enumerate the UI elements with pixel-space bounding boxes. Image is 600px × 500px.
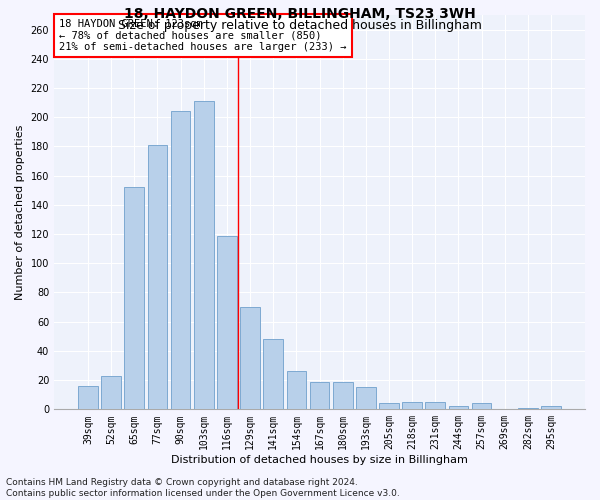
Bar xyxy=(78,386,98,409)
Text: 18, HAYDON GREEN, BILLINGHAM, TS23 3WH: 18, HAYDON GREEN, BILLINGHAM, TS23 3WH xyxy=(124,8,476,22)
Bar xyxy=(310,382,329,409)
Bar xyxy=(287,372,306,410)
X-axis label: Distribution of detached houses by size in Billingham: Distribution of detached houses by size … xyxy=(171,455,468,465)
Text: Contains HM Land Registry data © Crown copyright and database right 2024.
Contai: Contains HM Land Registry data © Crown c… xyxy=(6,478,400,498)
Bar xyxy=(240,307,260,410)
Bar xyxy=(425,402,445,409)
Y-axis label: Number of detached properties: Number of detached properties xyxy=(15,124,25,300)
Bar xyxy=(356,388,376,409)
Bar xyxy=(124,188,144,410)
Bar xyxy=(148,145,167,409)
Bar xyxy=(449,406,468,410)
Bar xyxy=(472,404,491,409)
Text: 18 HAYDON GREEN: 123sqm
← 78% of detached houses are smaller (850)
21% of semi-d: 18 HAYDON GREEN: 123sqm ← 78% of detache… xyxy=(59,19,347,52)
Bar xyxy=(518,408,538,410)
Bar xyxy=(379,404,399,409)
Bar xyxy=(263,339,283,409)
Bar xyxy=(217,236,237,410)
Bar xyxy=(101,376,121,410)
Bar xyxy=(333,382,353,409)
Bar xyxy=(402,402,422,409)
Bar xyxy=(194,101,214,410)
Text: Size of property relative to detached houses in Billingham: Size of property relative to detached ho… xyxy=(118,19,482,32)
Bar xyxy=(541,406,561,410)
Bar xyxy=(171,112,190,410)
